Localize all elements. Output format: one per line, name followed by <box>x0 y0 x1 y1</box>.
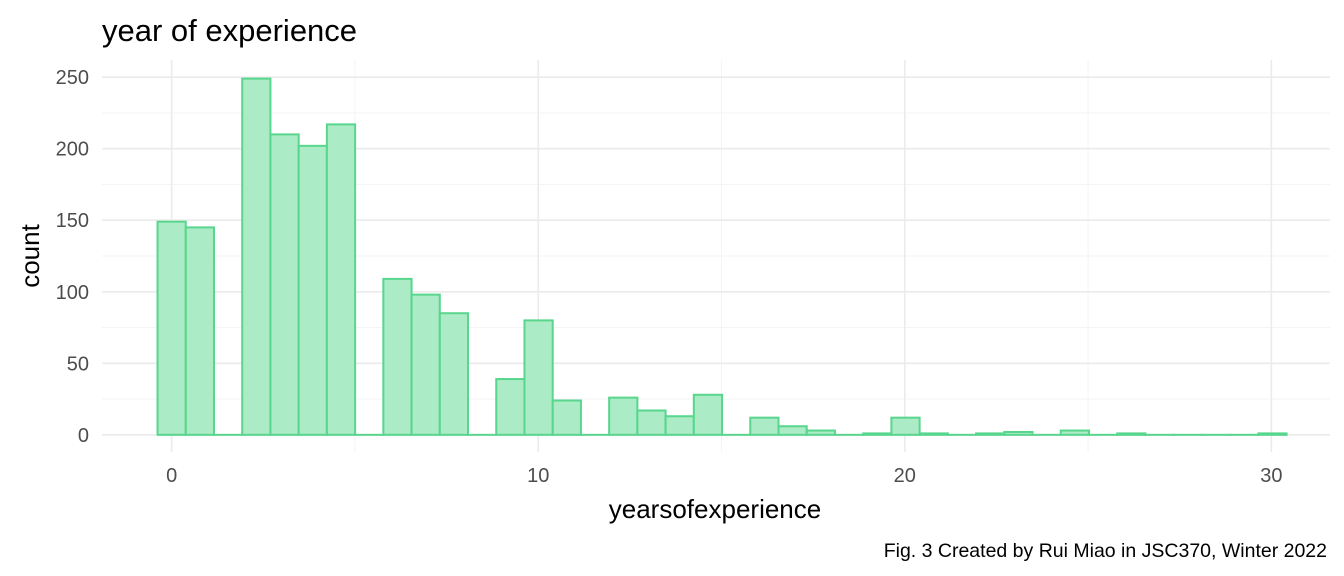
histogram-bar <box>918 432 949 436</box>
histogram-bar <box>636 409 667 436</box>
y-tick-label: 100 <box>56 282 89 304</box>
histogram-bar <box>523 319 554 436</box>
histogram-bar <box>269 133 300 436</box>
histogram-bar <box>1257 432 1288 436</box>
histogram-bar <box>156 220 187 436</box>
y-tick-label: 50 <box>67 353 89 375</box>
histogram-bar <box>1059 429 1090 436</box>
chart-title: year of experience <box>102 13 357 48</box>
histogram-bar <box>890 416 921 436</box>
histogram-bar <box>495 378 526 436</box>
y-tick-label: 200 <box>56 139 89 161</box>
x-tick-label: 20 <box>894 465 916 487</box>
histogram-bar <box>1116 432 1147 436</box>
y-tick-label: 150 <box>56 210 89 232</box>
y-axis-title: count <box>15 223 45 287</box>
histogram-bar <box>438 312 470 436</box>
histogram-bar <box>241 77 272 436</box>
x-tick-label: 30 <box>1260 465 1282 487</box>
chart-caption: Fig. 3 Created by Rui Miao in JSC370, Wi… <box>884 540 1327 562</box>
y-tick-label: 0 <box>78 425 89 447</box>
x-axis-ticks: 0 10 20 30 <box>166 465 1282 487</box>
histogram-bar <box>184 226 215 436</box>
histogram-bar <box>382 277 413 436</box>
histogram-bar <box>805 429 836 436</box>
histogram-bars <box>156 77 1288 436</box>
histogram-bar <box>325 123 357 436</box>
histogram-bar <box>777 425 808 436</box>
histogram-bar <box>608 396 639 436</box>
x-tick-label: 0 <box>166 465 177 487</box>
histogram-bar <box>975 432 1006 436</box>
histogram-bar <box>692 393 724 436</box>
histogram-bar <box>297 144 328 436</box>
histogram-bar <box>862 432 893 436</box>
histogram-bar <box>1003 430 1034 436</box>
histogram-bar <box>551 399 582 436</box>
x-tick-label: 10 <box>527 465 549 487</box>
histogram-bar <box>410 293 441 436</box>
histogram-bar <box>749 416 780 436</box>
x-axis-title: yearsofexperience <box>609 494 821 524</box>
y-tick-label: 250 <box>56 67 89 89</box>
y-axis-ticks: 0 50 100 150 200 250 <box>56 67 89 447</box>
histogram-bar <box>664 415 695 436</box>
